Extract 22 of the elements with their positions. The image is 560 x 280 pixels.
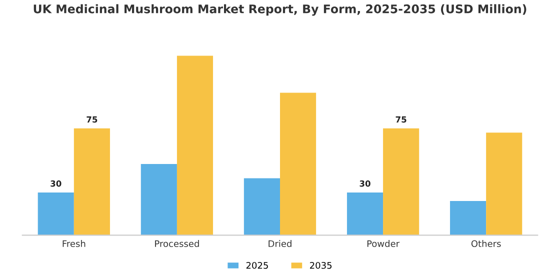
bar (244, 178, 280, 236)
bar (280, 92, 316, 236)
x-tick-label: Powder (367, 240, 400, 248)
bar (38, 192, 74, 236)
bar (383, 128, 420, 236)
bar (176, 56, 214, 236)
x-tick-label: Dried (268, 240, 292, 248)
chart-title: UK Medicinal Mushroom Market Report, By Form, 2025-2035 (USD Million) (34, 4, 526, 16)
bar (346, 192, 384, 236)
x-tick-label: Fresh (62, 240, 86, 248)
legend-label: 2035 (310, 262, 332, 269)
bar (74, 128, 110, 236)
data-label: 30 (360, 180, 370, 187)
bar (450, 201, 486, 236)
bar (486, 132, 522, 236)
bar (140, 164, 177, 236)
x-tick-label: Others (471, 240, 501, 248)
legend-label: 2025 (246, 262, 268, 269)
data-label: 75 (396, 116, 406, 123)
data-label: 75 (86, 116, 98, 123)
x-tick-label: Processed (155, 240, 199, 248)
data-label: 30 (50, 180, 62, 187)
